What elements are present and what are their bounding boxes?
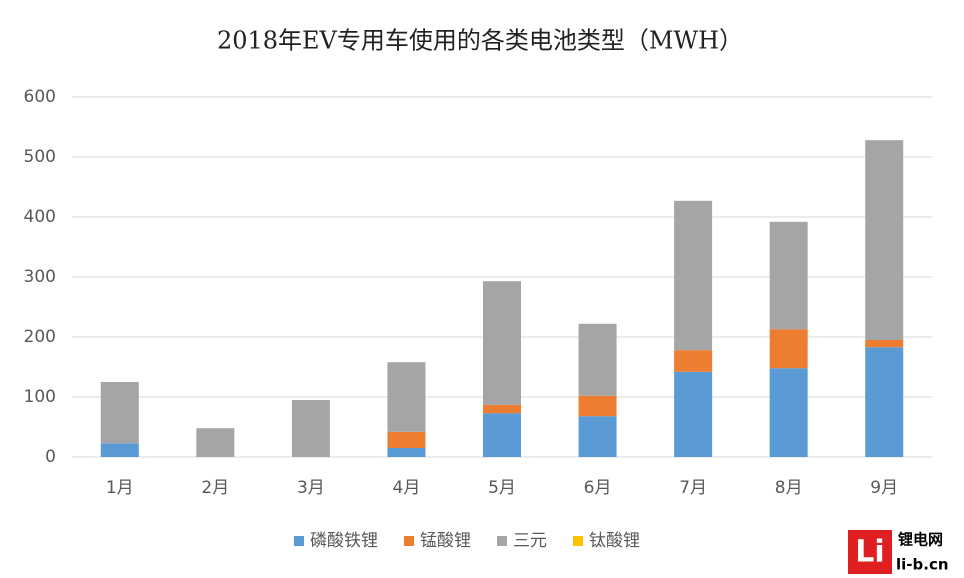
x-tick-label: 2月	[201, 478, 229, 498]
y-tick-label: 500	[24, 147, 56, 167]
bar-segment	[578, 323, 617, 396]
bar-segment	[865, 140, 904, 340]
bar-segment	[196, 428, 235, 457]
x-tick-label: 1月	[106, 478, 134, 498]
bar-segment	[387, 431, 426, 448]
x-tick-label: 5月	[488, 478, 516, 498]
bar-segment	[578, 395, 617, 417]
y-tick-label: 200	[24, 327, 56, 347]
bar-segment	[578, 416, 617, 457]
bar-segment	[387, 448, 426, 457]
bar-segment	[291, 400, 330, 457]
legend-label: 三元	[513, 531, 547, 551]
y-tick-label: 600	[24, 87, 56, 107]
bar-segment	[387, 362, 426, 432]
bar-segment	[865, 340, 904, 348]
x-tick-label: 7月	[679, 478, 707, 498]
y-tick-label: 100	[24, 387, 56, 407]
x-tick-label: 9月	[870, 478, 898, 498]
bar-segment	[769, 368, 808, 457]
x-tick-label: 8月	[775, 478, 803, 498]
y-tick-label: 0	[45, 447, 56, 467]
legend-label: 锰酸锂	[420, 531, 471, 551]
chart-title: 2018年EV专用车使用的各类电池类型（MWH）	[217, 27, 743, 55]
legend-swatch	[404, 536, 414, 546]
legend-swatch	[573, 536, 583, 546]
legend-swatch	[294, 536, 304, 546]
x-tick-label: 4月	[393, 478, 421, 498]
x-tick-label: 3月	[297, 478, 325, 498]
y-tick-label: 400	[24, 207, 56, 227]
logo-url: li-b.cn	[896, 556, 949, 574]
bar-segment	[100, 443, 139, 457]
logo-text: 锂电网	[898, 531, 943, 549]
bar-segment	[865, 347, 904, 457]
bar-segment	[674, 200, 713, 351]
bar-segment	[483, 404, 521, 414]
bar-segment	[769, 221, 808, 330]
bar-segment	[483, 281, 521, 405]
bar-segment	[483, 413, 521, 457]
legend-label: 磷酸铁锂	[310, 531, 378, 551]
legend-swatch	[497, 536, 507, 546]
logo-letter: Li	[855, 535, 884, 570]
y-tick-label: 300	[24, 267, 56, 287]
legend-label: 钛酸锂	[589, 531, 640, 551]
logo-mark	[848, 530, 892, 574]
x-tick-label: 6月	[584, 478, 612, 498]
bar-segment	[769, 329, 808, 369]
bar-segment	[674, 350, 713, 372]
bar-segment	[100, 382, 139, 444]
bar-segment	[674, 371, 713, 457]
